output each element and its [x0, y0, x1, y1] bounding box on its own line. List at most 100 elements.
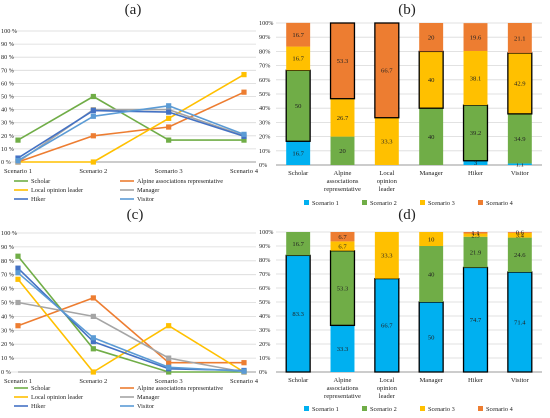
y-tick-label: 100%	[259, 20, 273, 27]
x-tick-label: Scholar	[288, 377, 309, 384]
y-tick-label: 0%	[259, 369, 267, 376]
bar-value-label: 0.6	[516, 230, 525, 237]
y-tick-label: 70%	[259, 63, 270, 70]
y-tick-label: 10%	[259, 355, 270, 362]
legend-swatch-scenario-4	[478, 200, 483, 205]
y-tick-label: 40%	[259, 105, 270, 112]
x-tick-label: Scholar	[288, 170, 309, 177]
y-tick-label: 10 %	[1, 355, 14, 362]
series-line-scholar	[17, 255, 244, 373]
data-point-visitor	[241, 368, 247, 374]
bar-segment-scenario-3	[374, 232, 399, 279]
bar-value-label: 38.1	[470, 75, 482, 82]
y-tick-label: 20 %	[1, 341, 14, 348]
bar-segment-scenario-3	[286, 46, 311, 71]
y-tick-label: 50 %	[1, 94, 14, 101]
data-point-visitor	[90, 335, 96, 341]
x-tick-label: Scenario 2	[79, 378, 107, 385]
y-tick-label: 30 %	[1, 327, 14, 334]
legend-label-scenario-3: Scenario 3	[428, 200, 455, 207]
y-tick-label: 100 %	[1, 230, 17, 237]
legend-label-scenario-1: Scenario 1	[312, 406, 339, 413]
bar-value-label: 33.3	[381, 253, 393, 260]
bar-segment-scenario-3	[419, 232, 444, 246]
y-tick-label: 60%	[259, 285, 270, 292]
data-point-scholar	[166, 369, 172, 375]
bar-value-label: 21.9	[470, 249, 482, 256]
bar-value-label: 20	[339, 148, 346, 155]
data-point-scholar	[90, 93, 96, 100]
legend-label-scholar: Scholar	[31, 178, 51, 185]
legend-label-scenario-1: Scenario 1	[312, 200, 339, 207]
data-point-alpine-associations-representative	[90, 295, 96, 301]
bar-value-label: 16.7	[292, 241, 304, 248]
legend-label-scenario-4: Scenario 4	[486, 406, 514, 413]
series-line-alpine-associations-representative	[17, 91, 245, 163]
bar-value-label: 26.7	[337, 115, 349, 122]
legend-swatch-scenario-3	[420, 200, 425, 205]
y-tick-label: 20 %	[1, 133, 14, 140]
x-tick-label: Hiker	[468, 377, 484, 384]
bar-value-label: 33.3	[337, 346, 349, 353]
x-tick-label: Manager	[419, 377, 443, 384]
data-point-alpine-associations-representative	[90, 133, 96, 139]
series-line-alpine-associations-representative	[17, 297, 244, 364]
bar-segment-scenario-2	[507, 237, 532, 273]
y-tick-label: 40 %	[1, 107, 14, 114]
bar-segment-scenario-3	[507, 232, 532, 238]
bar-value-label: 20	[428, 35, 435, 42]
bar-segment-scenario-2	[330, 136, 355, 165]
y-tick-label: 50%	[259, 91, 270, 98]
bar-value-label: 3	[474, 160, 478, 167]
y-tick-label: 0 %	[1, 159, 11, 166]
series-line-visitor	[17, 272, 245, 372]
bar-value-label: 3.4	[516, 233, 525, 240]
y-tick-label: 100 %	[1, 28, 17, 35]
bar-value-label: 24.6	[514, 252, 526, 259]
series-line-local-opinion-leader	[18, 73, 245, 163]
series-line-manager	[17, 301, 245, 373]
x-tick-label: Visitor	[511, 377, 530, 384]
x-tick-label: Alpine associations representative	[324, 170, 361, 193]
data-point-local-opinion-leader	[166, 115, 172, 121]
data-point-alpine-associations-representative	[241, 360, 247, 366]
x-tick-label: Scenario 2	[79, 168, 107, 175]
data-point-local-opinion-leader	[166, 323, 172, 329]
x-tick-label: Local opinion leader	[377, 377, 398, 400]
series-line-manager	[17, 108, 245, 163]
data-point-scholar	[15, 137, 21, 143]
bar-value-label: 50	[428, 334, 435, 341]
y-tick-label: 90 %	[1, 41, 14, 48]
bar-value-label: 1.1	[471, 230, 479, 237]
y-tick-label: 90 %	[1, 244, 14, 251]
bar-value-label: 40	[428, 77, 435, 84]
data-point-alpine-associations-representative	[166, 124, 172, 130]
y-tick-label: 60 %	[1, 286, 14, 293]
y-tick-label: 90%	[259, 243, 270, 250]
y-tick-label: 0%	[259, 162, 267, 169]
bar-value-label: 19.6	[470, 34, 482, 41]
bar-value-label: 6.7	[338, 234, 347, 241]
x-tick-label: Visitor	[511, 170, 530, 177]
bar-segment-scenario-2	[419, 108, 444, 165]
bar-segment-scenario-4	[419, 23, 444, 52]
x-tick-label: Local opinion leader	[377, 170, 398, 193]
y-tick-label: 40%	[259, 313, 270, 320]
bar-value-label: 74.7	[470, 317, 482, 324]
x-tick-label: Scenario 1	[4, 168, 32, 175]
legend-swatch-scenario-1	[304, 200, 309, 205]
legend-label-alpine-associations-representative: Alpine associations representative	[137, 385, 223, 392]
legend-label-scholar: Scholar	[31, 385, 51, 392]
data-point-manager	[90, 313, 96, 319]
legend-label-local-opinion-leader: Local opinion leader	[31, 187, 84, 194]
bar-value-label: 6.7	[338, 243, 347, 250]
legend-swatch-scenario-3	[420, 406, 425, 411]
y-tick-label: 10%	[259, 148, 270, 155]
panel-label: (c)	[127, 207, 144, 223]
x-tick-label: Manager	[419, 170, 443, 177]
data-point-visitor	[90, 113, 96, 119]
legend-swatch-scenario-2	[362, 406, 367, 411]
data-point-local-opinion-leader	[90, 369, 96, 375]
panel-label: (b)	[398, 2, 416, 18]
bar-segment-scenario-3	[463, 50, 488, 106]
